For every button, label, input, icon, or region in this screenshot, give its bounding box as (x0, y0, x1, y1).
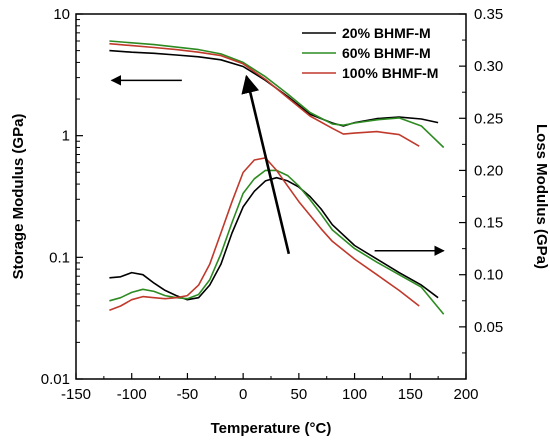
storage-modulus-line (109, 42, 420, 147)
right-tick-label: 0.25 (474, 110, 503, 127)
right-tick-label: 0.35 (474, 6, 503, 23)
right-tick-label: 0.10 (474, 267, 503, 284)
loss-modulus-line (109, 176, 439, 301)
left-tick-label: 0.1 (49, 249, 70, 266)
legend: 20% BHMF-M 60% BHMF-M 100% BHMF-M (302, 25, 438, 81)
left-axis-title: Storage Modulus (GPa) (10, 114, 27, 280)
left-tick-label: 10 (53, 6, 70, 23)
x-tick-label: 0 (239, 386, 247, 403)
x-tick-label: -50 (177, 386, 199, 403)
x-tick-label: 50 (291, 386, 308, 403)
trend-arrow (241, 74, 291, 255)
x-tick-label: -150 (61, 386, 91, 403)
storage-modulus-line (109, 40, 445, 149)
left-tick-label: 0.01 (41, 371, 70, 388)
legend-label: 20% BHMF-M (342, 25, 431, 41)
storage-modulus-line (109, 49, 439, 127)
loss-modulus-line (109, 157, 420, 311)
x-tick-label: 200 (453, 386, 478, 403)
left-tick-label: 1 (62, 128, 70, 145)
right-axis-ticks: 0.05 0.10 0.15 0.20 0.25 0.30 0.35 (459, 6, 503, 354)
x-axis-title: Temperature (°C) (211, 420, 332, 437)
right-axis-title: Loss Modulus (GPa) (533, 124, 550, 269)
left-axis-ticks: 0.01 0.1 1 10 (41, 6, 83, 388)
legend-label: 100% BHMF-M (342, 65, 438, 81)
x-tick-label: -100 (117, 386, 147, 403)
right-tick-label: 0.30 (474, 58, 503, 75)
x-tick-label: 150 (398, 386, 423, 403)
legend-label: 60% BHMF-M (342, 45, 431, 61)
right-tick-label: 0.15 (474, 215, 503, 232)
x-tick-label: 100 (342, 386, 367, 403)
series-lines (109, 40, 445, 315)
annotation-arrows (110, 74, 445, 256)
right-tick-label: 0.20 (474, 162, 503, 179)
right-tick-label: 0.05 (474, 319, 503, 336)
loss-modulus-line (109, 169, 445, 315)
x-axis-ticks: -150 -100 -50 0 50 100 150 200 (61, 373, 479, 403)
